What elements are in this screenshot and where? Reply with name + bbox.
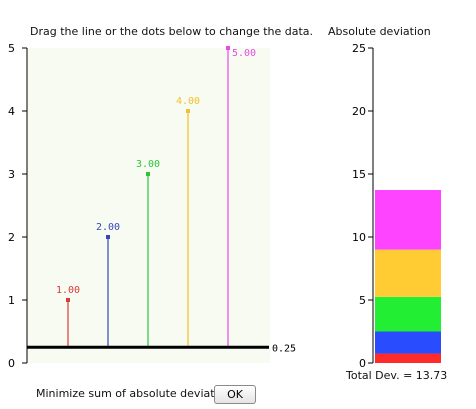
deviation-segment-2 (375, 331, 441, 354)
deviation-segment-4 (375, 249, 441, 297)
total-deviation-text: Total Dev. = 13.73 (346, 369, 448, 382)
right-tick-label: 5 (359, 294, 366, 307)
left-y-axis: 0 1 2 3 4 5 (8, 42, 28, 370)
data-point-4[interactable]: 4.00 (176, 96, 200, 348)
instructions-text: Drag the line or the dots below to chang… (30, 25, 314, 38)
right-tick-label: 20 (352, 105, 366, 118)
deviation-chart-title: Absolute deviation (328, 25, 431, 38)
left-tick-label: 1 (8, 294, 15, 307)
deviation-segment-5 (375, 190, 441, 250)
left-tick-label: 5 (8, 42, 15, 55)
center-line-value: 0.25 (272, 343, 296, 354)
left-tick-label: 2 (8, 231, 15, 244)
deviation-segment-3 (375, 296, 441, 332)
draggable-dot[interactable] (146, 172, 150, 176)
draggable-dot[interactable] (186, 109, 190, 113)
deviation-segment-1 (375, 353, 441, 363)
left-tick-label: 0 (8, 357, 15, 370)
left-tick-label: 4 (8, 105, 15, 118)
data-points: 1.00 2.00 3.00 4.00 5.00 (56, 46, 256, 348)
ok-button[interactable]: OK (214, 385, 256, 404)
point-value-label: 4.00 (176, 96, 200, 107)
right-y-axis: 0 5 10 15 20 25 (352, 42, 374, 370)
right-tick-label: 15 (352, 168, 366, 181)
point-value-label: 3.00 (136, 159, 160, 170)
data-point-1[interactable]: 1.00 (56, 285, 80, 348)
right-tick-label: 0 (359, 357, 366, 370)
deviation-stacked-bar (375, 190, 441, 363)
right-tick-label: 25 (352, 42, 366, 55)
data-point-3[interactable]: 3.00 (136, 159, 160, 348)
data-point-2[interactable]: 2.00 (96, 222, 120, 348)
point-value-label: 1.00 (56, 285, 80, 296)
draggable-dot[interactable] (106, 235, 110, 239)
point-value-label: 2.00 (96, 222, 120, 233)
draggable-dot[interactable] (66, 298, 70, 302)
right-tick-label: 10 (352, 231, 366, 244)
left-tick-label: 3 (8, 168, 15, 181)
point-value-label: 5.00 (232, 48, 256, 59)
data-point-5[interactable]: 5.00 (226, 46, 256, 348)
minimize-label: Minimize sum of absolute deviation (36, 387, 232, 400)
draggable-dot[interactable] (226, 46, 230, 50)
